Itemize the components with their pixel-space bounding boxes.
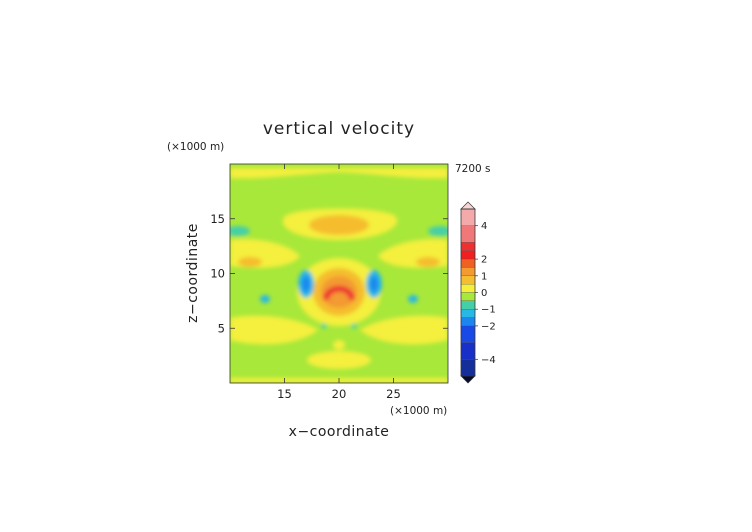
chart-title: vertical velocity <box>263 119 415 139</box>
time-label: 7200 s <box>455 163 491 175</box>
field-left-orange <box>238 257 262 267</box>
y-tick-label: 10 <box>210 267 225 281</box>
x-unit-label: (×1000 m) <box>390 405 447 417</box>
field-small-left-dot <box>321 323 327 329</box>
colorbar-tick-label: 4 <box>481 221 487 232</box>
field-left-blue-dot <box>260 295 270 303</box>
colorbar-tick-label: 0 <box>481 288 487 299</box>
colorbar-segment <box>460 359 476 377</box>
field-upper-updraft <box>309 215 369 235</box>
velocity-field <box>230 164 448 383</box>
field-lower-left-yellow <box>230 315 318 345</box>
colorbar-segment <box>460 317 476 327</box>
colorbar-tick-label: −4 <box>481 355 496 366</box>
colorbar-segment <box>460 267 476 276</box>
colorbar-segment <box>460 325 476 343</box>
field-left-edge-downdraft <box>230 226 250 236</box>
x-tick-label: 15 <box>277 387 292 401</box>
x-tick-label: 25 <box>386 387 401 401</box>
x-axis-label: x−coordinate <box>289 424 390 440</box>
colorbar-segment <box>460 342 476 360</box>
colorbar-tick-label: 1 <box>481 271 487 282</box>
y-axis-label: z−coordinate <box>185 223 201 323</box>
x-axis-ticks: 15 20 25 <box>277 164 401 401</box>
field-updraft-arc <box>323 285 355 301</box>
field-bottom-yellow <box>307 351 371 369</box>
field-updraft-inner <box>321 276 357 308</box>
field-right-edge-downdraft <box>428 226 448 236</box>
field-small-right-dot <box>351 323 357 329</box>
colorbar-segment <box>460 283 476 293</box>
field-right-downdraft-core <box>370 276 378 292</box>
field-left-downdraft-core <box>302 276 310 292</box>
colorbar-segment <box>460 242 476 251</box>
colorbar: 4 2 1 0 −1 −2 −4 <box>460 201 496 384</box>
x-tick-label: 20 <box>332 387 347 401</box>
colorbar-segment <box>460 275 476 285</box>
colorbar-segment <box>460 309 476 318</box>
field-bottom-center-yellow <box>333 340 345 350</box>
field-zero-contour-region <box>230 168 448 179</box>
colorbar-segment <box>460 292 476 302</box>
colorbar-segment <box>460 208 476 226</box>
field-right-blue-dot <box>408 295 418 303</box>
colorbar-segment <box>460 258 476 268</box>
colorbar-tick-label: 2 <box>481 255 487 266</box>
colorbar-segment <box>460 300 476 310</box>
y-axis-ticks: 5 10 15 <box>210 212 448 335</box>
colorbar-segment <box>460 225 476 243</box>
y-tick-label: 5 <box>218 321 225 335</box>
colorbar-segment <box>460 250 476 260</box>
field-lower-right-yellow <box>360 315 448 345</box>
field-right-orange <box>416 257 440 267</box>
y-unit-label: (×1000 m) <box>167 141 224 153</box>
colorbar-tick-label: −2 <box>481 321 496 332</box>
colorbar-tick-label: −1 <box>481 305 496 316</box>
y-tick-label: 15 <box>210 212 225 226</box>
